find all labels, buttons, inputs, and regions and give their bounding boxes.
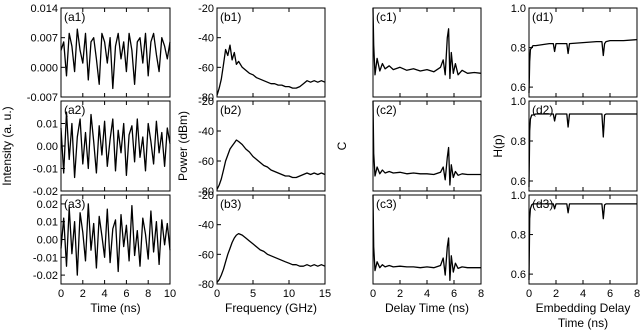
y-tick-label: 1.0	[511, 96, 526, 108]
series-line-d2	[528, 113, 637, 188]
series-line-b1	[216, 44, 326, 96]
y-tick-label: -80	[198, 186, 214, 198]
y-tick-label: -20	[198, 3, 214, 15]
panel-label-b3: (b3)	[220, 197, 241, 211]
panel-label-d2: (d2)	[532, 103, 553, 117]
y-tick-label: -0.01	[33, 164, 58, 176]
panel-label-b1: (b1)	[220, 10, 241, 24]
series-line-d1	[528, 38, 638, 94]
series-line-b3	[216, 232, 326, 283]
y-tick-label: 0.8	[511, 230, 526, 242]
series-line-a1	[60, 28, 171, 90]
y-tick-label: 0.01	[37, 217, 58, 229]
y-tick-label: 0.007	[30, 33, 58, 45]
series-line-a3	[60, 203, 171, 276]
y-tick-label: 0.00	[37, 235, 58, 247]
panel-label-d3: (d3)	[532, 197, 553, 211]
y-tick-label: 0.02	[37, 199, 58, 211]
x-tick-label: 0	[526, 288, 532, 300]
x-tick-label: 0	[370, 288, 376, 300]
x-tick-label: 10	[283, 288, 295, 300]
y-tick-label: 0.6	[511, 176, 526, 188]
series-line-c2	[372, 100, 481, 186]
x-tick-label: 5	[250, 288, 256, 300]
y-tick-label: 0.8	[511, 136, 526, 148]
x-tick-label: 10	[164, 288, 176, 300]
panel-frame-b2	[216, 100, 326, 192]
y-axis-title-b: Power (dBm)	[176, 111, 190, 181]
x-axis-title-b: Frequency (GHz)	[225, 301, 317, 315]
y-tick-label: -40	[198, 126, 214, 138]
x-tick-label: 6	[451, 288, 457, 300]
x-tick-label: 2	[80, 288, 86, 300]
x-tick-label: 2	[553, 288, 559, 300]
series-line-b2	[216, 139, 326, 190]
y-tick-label: 0.014	[30, 3, 58, 15]
y-axis-title-d: H(p)	[491, 134, 505, 157]
x-axis-title-c: Delay Time (ns)	[385, 301, 469, 315]
y-tick-label: -20	[198, 190, 214, 202]
y-axis-title-c: C	[335, 141, 349, 150]
panel-label-c2: (c2)	[376, 103, 397, 117]
y-tick-label: -0.02	[33, 270, 58, 282]
series-line-c3	[372, 194, 481, 281]
y-tick-label: -60	[198, 62, 214, 74]
y-tick-label: 1.0	[511, 190, 526, 202]
panel-frame-b1	[216, 7, 326, 98]
panel-label-b2: (b2)	[220, 103, 241, 117]
y-tick-label: -80	[198, 279, 214, 291]
y-tick-label: -40	[198, 33, 214, 45]
y-tick-label: -60	[198, 249, 214, 261]
y-tick-label: -40	[198, 220, 214, 232]
panel-label-c1: (c1)	[376, 10, 397, 24]
y-axis-title-a: Intensity (a. u.)	[0, 106, 14, 185]
y-tick-label: -20	[198, 96, 214, 108]
x-tick-label: 0	[58, 288, 64, 300]
y-tick-label: 0.6	[511, 82, 526, 94]
y-tick-label: 0.01	[37, 119, 58, 131]
panel-frame-a1	[60, 7, 171, 98]
x-tick-label: 8	[145, 288, 151, 300]
x-tick-label: 2	[397, 288, 403, 300]
x-tick-label: 6	[123, 288, 129, 300]
y-tick-label: -60	[198, 156, 214, 168]
panel-label-d1: (d1)	[532, 10, 553, 24]
panel-label-a3: (a3)	[64, 197, 85, 211]
series-line-d3	[528, 203, 637, 281]
x-tick-label: 0	[214, 288, 220, 300]
y-tick-label: 0.8	[511, 43, 526, 55]
x-tick-label: 8	[478, 288, 484, 300]
x-axis-title-a: Time (ns)	[90, 301, 140, 315]
panel-label-a1: (a1)	[64, 10, 85, 24]
y-tick-label: -80	[198, 92, 214, 104]
x-tick-label: 15	[319, 288, 331, 300]
x-tick-label: 4	[580, 288, 586, 300]
panel-frame-b3	[216, 194, 326, 285]
panel-label-a2: (a2)	[64, 103, 85, 117]
y-tick-label: -0.02	[33, 186, 58, 198]
x-axis-title-d-line2: Time (ns)	[558, 316, 608, 330]
x-axis-title-d: Embedding Delay	[536, 301, 631, 315]
x-tick-label: 6	[607, 288, 613, 300]
y-tick-label: -0.007	[27, 92, 58, 104]
y-tick-label: 0.000	[30, 62, 58, 74]
series-line-a2	[60, 111, 171, 179]
x-tick-label: 4	[102, 288, 108, 300]
panel-label-c3: (c3)	[376, 197, 397, 211]
y-tick-label: 0.6	[511, 269, 526, 281]
x-tick-label: 4	[424, 288, 430, 300]
y-tick-label: 0.00	[37, 141, 58, 153]
y-tick-label: 1.0	[511, 3, 526, 15]
y-tick-label: -0.01	[33, 252, 58, 264]
series-line-c1	[372, 7, 482, 80]
x-tick-label: 8	[634, 288, 640, 300]
